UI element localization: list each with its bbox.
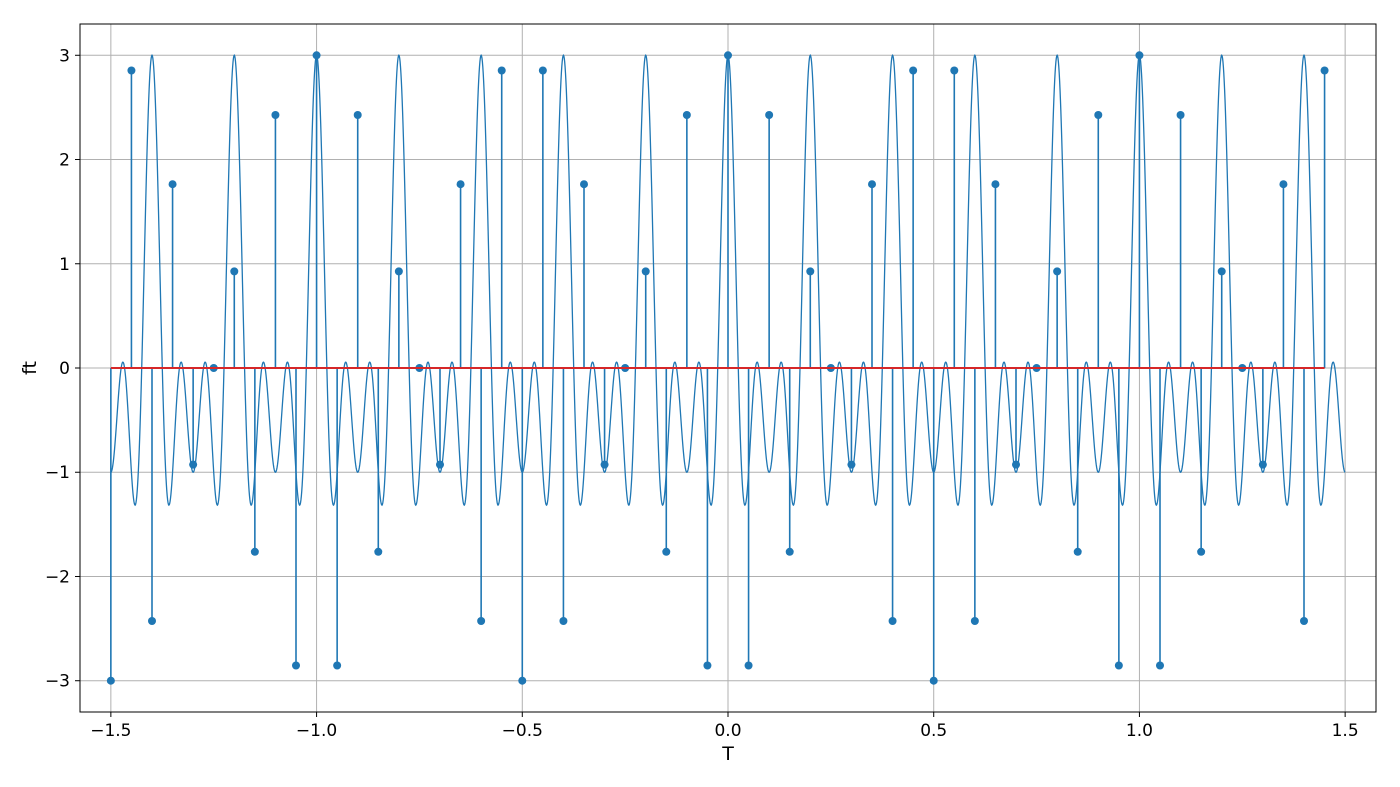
stem-marker <box>703 661 712 670</box>
x-tick-label: 0.0 <box>714 721 741 741</box>
y-axis-label: ft <box>19 361 41 375</box>
x-tick-label: 1.0 <box>1126 721 1153 741</box>
stem-marker <box>662 547 671 556</box>
stem-marker <box>765 111 774 120</box>
x-axis-label: T <box>721 743 734 765</box>
stem-marker <box>868 180 876 189</box>
stem-marker <box>682 111 691 120</box>
stem-marker <box>1073 547 1082 556</box>
stem-marker <box>1012 460 1020 469</box>
stem-marker <box>847 460 856 469</box>
x-tick-label: −1.5 <box>90 721 131 741</box>
stem-marker <box>1176 111 1185 120</box>
x-tick-label: −1.0 <box>296 721 337 741</box>
stem-marker <box>189 460 198 469</box>
stem-marker <box>888 616 897 625</box>
y-tick-label: 1 <box>59 255 70 275</box>
stem-marker <box>1197 547 1206 556</box>
stem-marker <box>271 111 280 120</box>
stem-marker <box>929 676 938 685</box>
stem-marker <box>559 616 568 625</box>
stem-marker <box>909 66 918 75</box>
stem-marker <box>1279 180 1288 189</box>
stem-marker <box>250 547 259 556</box>
stem-marker <box>1156 661 1164 670</box>
stem-marker <box>1217 267 1226 276</box>
stem-marker <box>1258 460 1267 469</box>
y-tick-label: 3 <box>59 46 70 66</box>
stem-marker <box>1300 616 1308 625</box>
stem-marker <box>950 66 959 75</box>
stem-marker <box>600 460 609 469</box>
stem-marker <box>353 111 362 120</box>
stem-marker <box>1114 661 1123 670</box>
y-tick-label: −2 <box>45 567 70 587</box>
stem-marker <box>333 661 342 670</box>
stem-marker-layer <box>106 51 1329 685</box>
stem-marker <box>127 66 136 75</box>
stem-marker <box>374 547 383 556</box>
x-tick-label: −0.5 <box>502 721 543 741</box>
stem-marker <box>641 267 650 276</box>
stem-marker <box>785 547 794 556</box>
stem-layer <box>110 55 1326 681</box>
stem-marker <box>394 267 403 276</box>
stem-marker <box>230 267 239 276</box>
stem-marker <box>724 51 732 60</box>
stem-marker <box>1320 66 1329 75</box>
stem-marker <box>436 460 444 469</box>
x-tick-label: 1.5 <box>1332 721 1359 741</box>
stem-marker <box>497 66 506 75</box>
stem-marker <box>1094 111 1103 120</box>
stem-marker <box>518 676 527 685</box>
stem-marker <box>538 66 547 75</box>
stem-marker <box>744 661 753 670</box>
x-tick-label: 0.5 <box>920 721 947 741</box>
stem-marker <box>970 616 979 625</box>
stem-marker <box>456 180 465 189</box>
y-tick-label: −1 <box>45 463 70 483</box>
y-tick-label: −3 <box>45 672 70 692</box>
stem-marker <box>1053 267 1062 276</box>
stem-marker <box>991 180 1000 189</box>
stem-marker <box>580 180 588 189</box>
stem-marker <box>806 267 815 276</box>
tick-layer: −1.5 −1.0 −0.5 0.0 0.5 1.0 1.5 −3 −2 −1 0 1 2 3 <box>45 46 1359 741</box>
stem-marker <box>292 661 300 670</box>
y-tick-label: 0 <box>59 359 70 379</box>
stem-marker <box>477 616 486 625</box>
y-tick-label: 2 <box>59 151 70 171</box>
stem-marker <box>312 51 321 60</box>
stem-marker <box>1135 51 1144 60</box>
stem-marker <box>168 180 177 189</box>
stem-marker <box>148 616 156 625</box>
stem-marker <box>106 676 115 685</box>
